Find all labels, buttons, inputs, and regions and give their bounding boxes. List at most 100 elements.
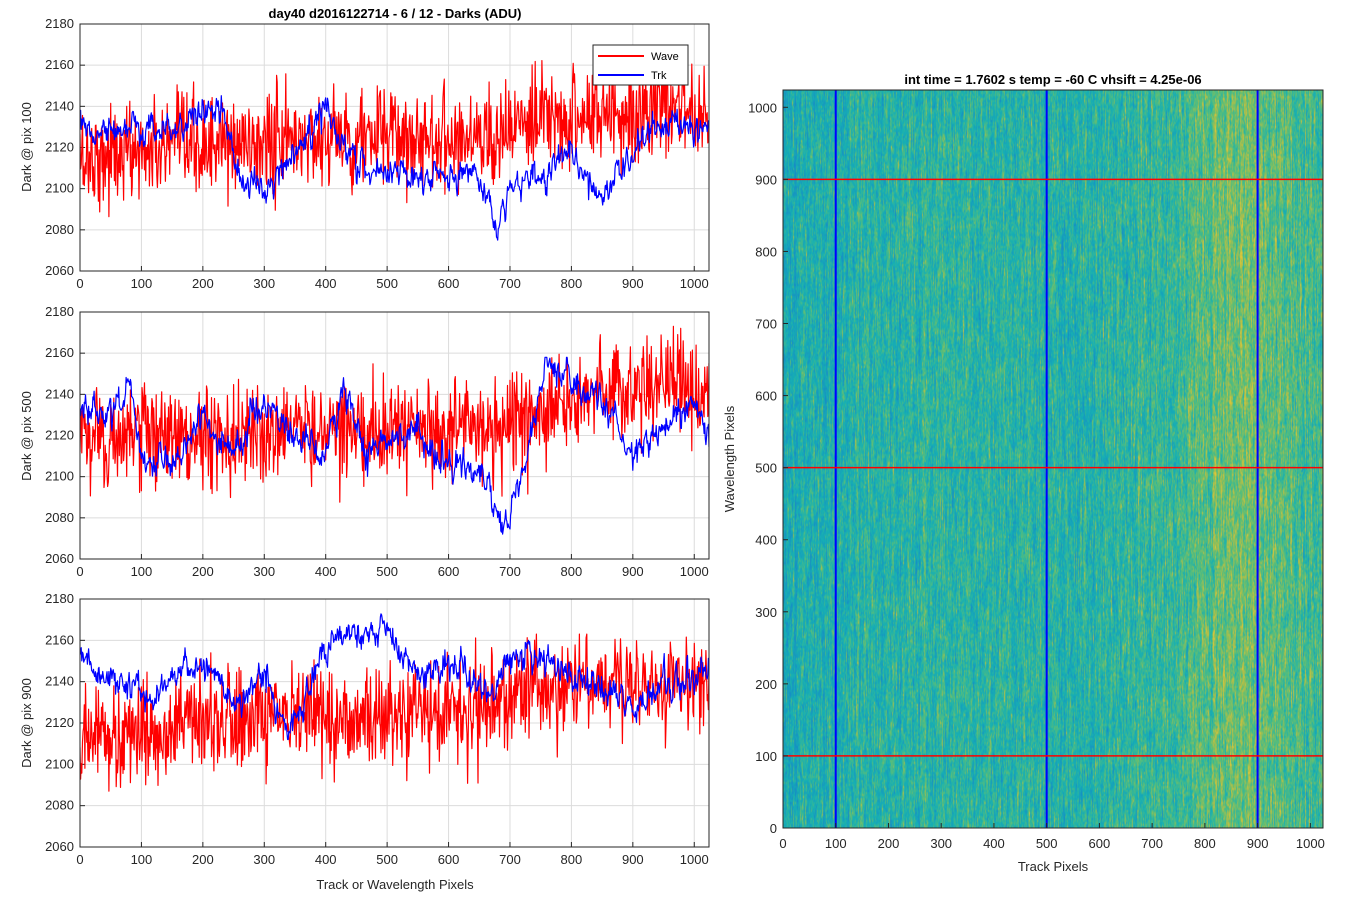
y-tick-label: 2080 (45, 798, 74, 813)
series-line-trk (80, 95, 709, 241)
heatmap-image (783, 90, 1323, 828)
x-tick-label: 800 (561, 276, 583, 291)
x-tick-label: 900 (1247, 836, 1269, 851)
y-tick-label: 1000 (748, 100, 777, 115)
x-tick-label: 400 (983, 836, 1005, 851)
plot-panel-pix-900: 0 100 200 300 400 500 600 700 800 900 1000 2060 208… (19, 591, 710, 892)
x-tick-label: 300 (253, 276, 275, 291)
y-tick-label: 700 (755, 317, 777, 332)
y-tick-label: 2160 (45, 57, 74, 72)
x-tick-label: 800 (561, 852, 583, 867)
y-axis-label: Dark @ pix 500 (19, 391, 34, 481)
y-tick-label: 2060 (45, 263, 74, 278)
x-tick-label: 600 (438, 852, 460, 867)
y-tick-label: 2180 (45, 304, 74, 319)
plot-title: day40 d2016122714 - 6 / 12 - Darks (ADU) (269, 6, 522, 21)
x-tick-label: 700 (499, 564, 521, 579)
y-tick-label: 2180 (45, 591, 74, 606)
series-line-trk (80, 356, 709, 535)
data-lines (80, 325, 709, 535)
heatmap-title: int time = 1.7602 s temp = -60 C vhsift … (904, 72, 1201, 87)
y-tick-label: 2120 (45, 715, 74, 730)
x-tick-label: 900 (622, 852, 644, 867)
x-axis-label: Track or Wavelength Pixels (316, 877, 474, 892)
y-axis-label: Dark @ pix 100 (19, 102, 34, 192)
x-tick-label: 200 (878, 836, 900, 851)
y-tick-label: 500 (755, 461, 777, 476)
x-tick-label: 200 (192, 852, 214, 867)
x-tick-label: 400 (315, 564, 337, 579)
y-tick-label: 2100 (45, 181, 74, 196)
x-tick-label: 400 (315, 852, 337, 867)
y-tick-label: 2120 (45, 428, 74, 443)
x-tick-labels: 0 100 200 300 400 500 600 700 800 900 1000 (76, 852, 708, 867)
y-tick-label: 100 (755, 749, 777, 764)
axes-box (79, 598, 710, 848)
y-axis-label: Dark @ pix 900 (19, 678, 34, 768)
x-tick-label: 0 (76, 276, 83, 291)
x-tick-label: 600 (1089, 836, 1111, 851)
y-tick-label: 200 (755, 677, 777, 692)
data-lines (80, 50, 709, 241)
x-tick-label: 300 (253, 852, 275, 867)
x-tick-labels: 0 100 200 300 400 500 600 700 800 900 1000 (76, 276, 708, 291)
x-tick-label: 700 (499, 276, 521, 291)
y-tick-labels: 2060 2080 2100 2120 2140 2160 2180 (45, 591, 74, 854)
legend: Wave Trk (592, 44, 689, 86)
x-tick-label: 1000 (680, 852, 709, 867)
x-tick-label: 500 (1036, 836, 1058, 851)
series-line-wave (80, 50, 709, 218)
x-tick-label: 1000 (680, 276, 709, 291)
series-line-wave (80, 633, 709, 792)
y-tick-labels: 0 100 200 300 400 500 600 700 800 900 1000 (748, 100, 788, 836)
x-tick-label: 900 (622, 564, 644, 579)
x-tick-label: 1000 (680, 564, 709, 579)
legend-label-wave: Wave (651, 51, 679, 63)
y-tick-label: 2120 (45, 140, 74, 155)
y-tick-labels: 2060 2080 2100 2120 2140 2160 2180 (45, 304, 74, 566)
y-tick-label: 2140 (45, 386, 74, 401)
y-tick-label: 400 (755, 533, 777, 548)
y-tick-label: 2060 (45, 839, 74, 854)
y-tick-labels: 2060 2080 2100 2120 2140 2160 2180 (45, 16, 74, 278)
x-tick-label: 200 (192, 564, 214, 579)
x-axis-label: Track Pixels (1018, 859, 1089, 874)
series-line-trk (80, 613, 709, 741)
x-tick-label: 500 (376, 564, 398, 579)
x-tick-label: 900 (622, 276, 644, 291)
x-tick-label: 1000 (1296, 836, 1325, 851)
y-tick-label: 2060 (45, 551, 74, 566)
x-tick-label: 100 (825, 836, 847, 851)
axes-box (79, 311, 710, 560)
x-tick-label: 700 (499, 852, 521, 867)
heatmap-panel: int time = 1.7602 s temp = -60 C vhsift … (722, 72, 1325, 874)
y-tick-label: 2160 (45, 632, 74, 647)
marker-lines (783, 90, 1323, 828)
axes-box (79, 23, 710, 272)
x-tick-label: 700 (1141, 836, 1163, 851)
x-tick-label: 100 (131, 564, 153, 579)
x-tick-label: 800 (1194, 836, 1216, 851)
y-tick-label: 900 (755, 172, 777, 187)
x-tick-labels: 0 100 200 300 400 500 600 700 800 900 1000 (76, 564, 708, 579)
y-tick-label: 2100 (45, 756, 74, 771)
y-tick-label: 2180 (45, 16, 74, 31)
x-tick-label: 200 (192, 276, 214, 291)
x-tick-label: 600 (438, 276, 460, 291)
x-tick-labels: 0 100 200 300 400 500 600 700 800 900 1000 (779, 823, 1325, 851)
x-tick-label: 300 (930, 836, 952, 851)
y-tick-label: 2080 (45, 222, 74, 237)
x-tick-label: 300 (253, 564, 275, 579)
x-tick-label: 0 (76, 852, 83, 867)
legend-label-trk: Trk (651, 70, 667, 82)
y-tick-label: 300 (755, 605, 777, 620)
plot-panel-pix-100: day40 d2016122714 - 6 / 12 - Darks (ADU)… (19, 6, 710, 291)
y-tick-label: 600 (755, 389, 777, 404)
legend-box (592, 44, 689, 86)
y-tick-label: 2100 (45, 469, 74, 484)
y-tick-label: 800 (755, 244, 777, 259)
heatmap-axes-box (782, 89, 1324, 829)
x-tick-label: 100 (131, 276, 153, 291)
x-tick-label: 0 (76, 564, 83, 579)
